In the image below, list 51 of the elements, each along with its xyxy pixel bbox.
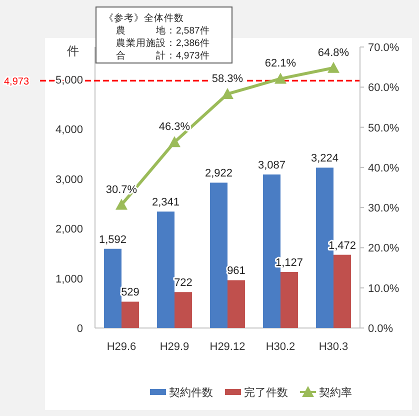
bar — [228, 280, 245, 328]
data-label: 961 — [227, 265, 246, 278]
point — [168, 136, 180, 148]
data-label: 2,922 — [204, 168, 233, 180]
x-tick-label: H30.3 — [318, 341, 348, 353]
bar — [157, 212, 174, 328]
point — [328, 62, 340, 73]
ref-line-label: 4,973 — [4, 76, 30, 88]
x-tick-label: H29.9 — [160, 341, 190, 353]
y2-tick-label: 10.0% — [368, 282, 400, 295]
data-label: 64.8% — [318, 46, 350, 59]
legend-label: 完了件数 — [244, 386, 288, 399]
y-tick-label: 3,000 — [55, 174, 83, 186]
y2-tick-label: 20.0% — [368, 242, 400, 255]
data-label: 722 — [174, 277, 192, 290]
text: 農 地：2,587件 — [116, 24, 210, 36]
bar — [334, 254, 351, 328]
text: 《参考》全体件数 — [104, 12, 184, 24]
bar — [104, 248, 122, 328]
y-tick-label: 2,000 — [55, 224, 83, 236]
legend-label: 契約率 — [319, 386, 352, 399]
data-label: 3,224 — [310, 152, 339, 165]
y2-tick-label: 40.0% — [368, 162, 400, 174]
x-tick-label: H30.2 — [266, 341, 296, 353]
y-tick-label: 0 — [76, 323, 83, 335]
bar — [210, 182, 228, 328]
bar — [280, 272, 298, 328]
data-label: 1,592 — [98, 234, 127, 246]
data-label: 529 — [121, 286, 140, 299]
x-tick-label: H29.12 — [210, 341, 246, 353]
y2-tick-label: 60.0% — [368, 82, 400, 94]
annotation: 農業用施設：2,386件 — [116, 37, 210, 49]
x-tick-label: H29.6 — [106, 341, 136, 353]
y-axis-title: 件 — [67, 44, 79, 58]
data-label: 62.1% — [264, 58, 296, 70]
point — [116, 198, 128, 210]
data-label: 46.3% — [158, 121, 190, 134]
y2-tick-label: 50.0% — [368, 122, 400, 134]
legend-label: 契約件数 — [169, 386, 213, 399]
y2-tick-label: 30.0% — [368, 202, 400, 215]
data-label: 3,087 — [258, 159, 286, 172]
data-label: 2,341 — [152, 196, 180, 209]
annotation: 合 計：4,973件 — [116, 50, 210, 62]
point — [222, 88, 234, 99]
y2-tick-label: 0.0% — [368, 323, 394, 335]
point — [274, 72, 286, 84]
y2-tick-label: 70.0% — [368, 42, 400, 54]
y-tick-label: 4,000 — [55, 124, 83, 136]
bar — [174, 292, 192, 328]
bar — [122, 302, 139, 328]
y-tick-label: 1,000 — [55, 273, 83, 286]
